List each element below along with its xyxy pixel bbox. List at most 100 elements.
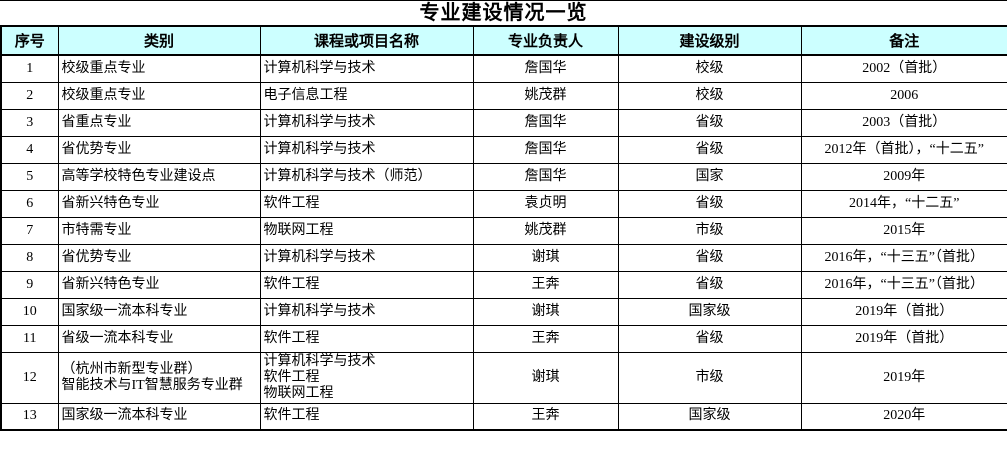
page-title: 专业建设情况一览 xyxy=(419,2,588,24)
column-header-5: 建设级别 xyxy=(617,25,802,56)
table-cell: 王奔 xyxy=(472,324,619,353)
table-cell: 省新兴特色专业 xyxy=(57,270,261,299)
table-cell: 詹国华 xyxy=(472,162,619,191)
table-row: 12 （杭州市新型专业群） 智能技术与IT智慧服务专业群 计算机科学与技术 软件工程… xyxy=(0,351,1007,404)
column-header-6: 备注 xyxy=(800,25,1007,56)
table-cell: 计算机科学与技术 软件工程 物联网工程 xyxy=(259,351,474,404)
table-cell: 谢琪 xyxy=(472,297,619,326)
table-cell: 电子信息工程 xyxy=(259,81,474,110)
table-cell: 省优势专业 xyxy=(57,243,261,272)
table-cell: 詹国华 xyxy=(472,54,619,83)
table-cell: 姚茂群 xyxy=(472,216,619,245)
table-cell: 计算机科学与技术 xyxy=(259,297,474,326)
table-cell: 13 xyxy=(0,402,59,431)
table-cell: 8 xyxy=(0,243,59,272)
table-cell: 2019年（首批） xyxy=(800,324,1007,353)
table-cell: 姚茂群 xyxy=(472,81,619,110)
table-cell: 2016年，“十三五”（首批） xyxy=(800,270,1007,299)
table-cell: 谢琪 xyxy=(472,243,619,272)
table-cell: 国家 xyxy=(617,162,802,191)
table-cell: 计算机科学与技术 xyxy=(259,135,474,164)
table-cell: 省级 xyxy=(617,243,802,272)
table-cell: 软件工程 xyxy=(259,402,474,431)
table-cell: （杭州市新型专业群） 智能技术与IT智慧服务专业群 xyxy=(57,351,261,404)
header-row: 序号 类别 课程或项目名称 专业负责人 建设级别 备注 xyxy=(0,25,1007,56)
column-header-1: 序号 xyxy=(0,25,59,56)
majors-table: 序号 类别 课程或项目名称 专业负责人 建设级别 备注 1 校级重点专业 计算机科学与技术 詹国… xyxy=(0,25,1007,431)
table-cell: 詹国华 xyxy=(472,135,619,164)
table-row: 6 省新兴特色专业 软件工程 袁贞明 省级 2014年，“十二五” xyxy=(0,189,1007,218)
table-header: 序号 类别 课程或项目名称 专业负责人 建设级别 备注 xyxy=(0,25,1007,56)
table-cell: 省新兴特色专业 xyxy=(57,189,261,218)
table-cell: 校级重点专业 xyxy=(57,81,261,110)
table-cell: 3 xyxy=(0,108,59,137)
table-cell: 省级 xyxy=(617,135,802,164)
table-cell: 计算机科学与技术（师范） xyxy=(259,162,474,191)
table-cell: 12 xyxy=(0,351,59,404)
table-cell: 4 xyxy=(0,135,59,164)
table-cell: 2014年，“十二五” xyxy=(800,189,1007,218)
table-cell: 省级 xyxy=(617,324,802,353)
table-cell: 2019年（首批） xyxy=(800,297,1007,326)
table-cell: 软件工程 xyxy=(259,270,474,299)
table-row: 7 市特需专业 物联网工程 姚茂群 市级 2015年 xyxy=(0,216,1007,245)
table-cell: 软件工程 xyxy=(259,324,474,353)
table-cell: 5 xyxy=(0,162,59,191)
table-cell: 2 xyxy=(0,81,59,110)
table-cell: 国家级一流本科专业 xyxy=(57,402,261,431)
table-cell: 谢琪 xyxy=(472,351,619,404)
table-cell: 袁贞明 xyxy=(472,189,619,218)
table-cell: 1 xyxy=(0,54,59,83)
table-cell: 王奔 xyxy=(472,402,619,431)
column-header-3: 课程或项目名称 xyxy=(259,25,474,56)
table-cell: 2003（首批） xyxy=(800,108,1007,137)
table-cell: 省级一流本科专业 xyxy=(57,324,261,353)
table-cell: 2019年 xyxy=(800,351,1007,404)
table-cell: 物联网工程 xyxy=(259,216,474,245)
table-cell: 2002（首批） xyxy=(800,54,1007,83)
table-row: 2 校级重点专业 电子信息工程 姚茂群 校级 2006 xyxy=(0,81,1007,110)
table-row: 3 省重点专业 计算机科学与技术 詹国华 省级 2003（首批） xyxy=(0,108,1007,137)
table-cell: 王奔 xyxy=(472,270,619,299)
table-cell: 2020年 xyxy=(800,402,1007,431)
table-row: 1 校级重点专业 计算机科学与技术 詹国华 校级 2002（首批） xyxy=(0,54,1007,83)
table-cell: 2012年（首批），“十二五” xyxy=(800,135,1007,164)
table-cell: 国家级一流本科专业 xyxy=(57,297,261,326)
table-cell: 6 xyxy=(0,189,59,218)
table-cell: 校级 xyxy=(617,81,802,110)
table-cell: 省重点专业 xyxy=(57,108,261,137)
table-row: 13 国家级一流本科专业 软件工程 王奔 国家级 2020年 xyxy=(0,402,1007,431)
table-row: 11 省级一流本科专业 软件工程 王奔 省级 2019年（首批） xyxy=(0,324,1007,353)
table-cell: 市特需专业 xyxy=(57,216,261,245)
table-row: 4 省优势专业 计算机科学与技术 詹国华 省级 2012年（首批），“十二五” xyxy=(0,135,1007,164)
table-cell: 市级 xyxy=(617,216,802,245)
report: 专业建设情况一览 序号 类别 课程或项目名称 专业负责人 建设级别 备注 1 校级重点专业计… xyxy=(0,0,1007,431)
table-cell: 7 xyxy=(0,216,59,245)
table-cell: 2015年 xyxy=(800,216,1007,245)
table-cell: 校级重点专业 xyxy=(57,54,261,83)
table-cell: 省级 xyxy=(617,270,802,299)
table-cell: 2016年，“十三五”（首批） xyxy=(800,243,1007,272)
table-cell: 10 xyxy=(0,297,59,326)
table-cell: 国家级 xyxy=(617,297,802,326)
table-cell: 市级 xyxy=(617,351,802,404)
table-body: 1 校级重点专业 计算机科学与技术 詹国华 校级 2002（首批） 2 校级重点专业 电子信息工… xyxy=(0,54,1007,431)
column-header-4: 专业负责人 xyxy=(472,25,619,56)
column-header-2: 类别 xyxy=(57,25,261,56)
table-cell: 计算机科学与技术 xyxy=(259,108,474,137)
table-row: 8 省优势专业 计算机科学与技术 谢琪 省级 2016年，“十三五”（首批） xyxy=(0,243,1007,272)
table-row: 10 国家级一流本科专业 计算机科学与技术 谢琪 国家级 2019年（首批） xyxy=(0,297,1007,326)
table-cell: 9 xyxy=(0,270,59,299)
table-cell: 计算机科学与技术 xyxy=(259,243,474,272)
table-cell: 省级 xyxy=(617,189,802,218)
table-cell: 2006 xyxy=(800,81,1007,110)
table-cell: 校级 xyxy=(617,54,802,83)
table-cell: 2009年 xyxy=(800,162,1007,191)
table-cell: 11 xyxy=(0,324,59,353)
table-cell: 高等学校特色专业建设点 xyxy=(57,162,261,191)
table-cell: 省优势专业 xyxy=(57,135,261,164)
table-cell: 软件工程 xyxy=(259,189,474,218)
table-cell: 詹国华 xyxy=(472,108,619,137)
table-cell: 计算机科学与技术 xyxy=(259,54,474,83)
table-cell: 省级 xyxy=(617,108,802,137)
